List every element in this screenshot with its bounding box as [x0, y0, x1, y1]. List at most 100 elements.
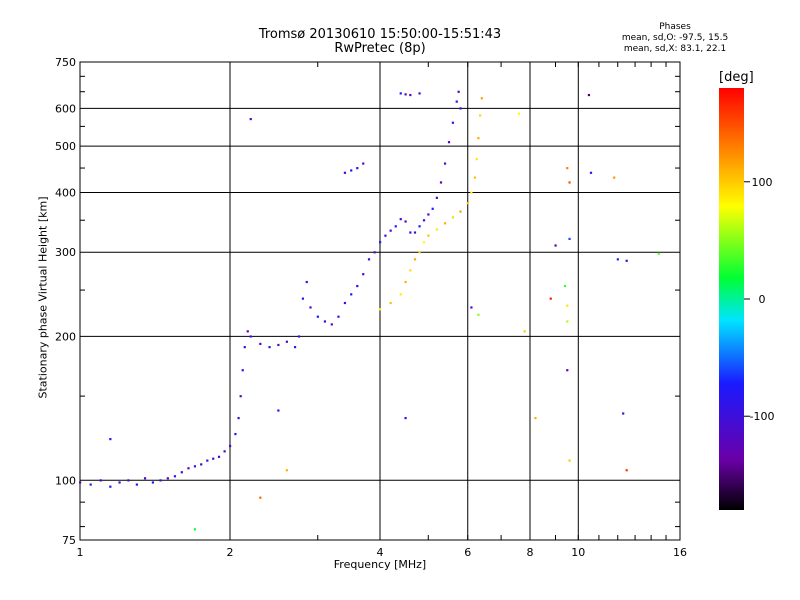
data-point-scattered: [566, 167, 569, 170]
data-point-o: [404, 93, 407, 96]
data-point-o: [277, 343, 280, 347]
data-point-o: [237, 416, 240, 420]
data-point-o: [431, 207, 434, 210]
data-point-o: [99, 479, 102, 482]
data-point-o: [384, 234, 387, 237]
data-point-scattered: [563, 284, 567, 288]
chart-title: Tromsø 20130610 15:50:00-15:51:43: [258, 27, 502, 42]
data-point-o: [206, 459, 209, 462]
data-point-o: [418, 92, 421, 95]
data-point-x: [473, 176, 477, 179]
data-point-x: [475, 158, 478, 161]
data-point-x: [435, 228, 438, 231]
colorbar-tick-label: -100: [750, 410, 775, 423]
y-tick-label: 300: [55, 246, 76, 259]
data-point-scattered: [566, 320, 569, 323]
data-point-o: [127, 479, 130, 482]
x-tick-label: 4: [377, 546, 384, 559]
data-point-x: [470, 191, 473, 194]
data-point-o: [404, 416, 407, 420]
data-point-o: [404, 220, 407, 223]
data-point-o: [223, 450, 226, 453]
data-point-o: [89, 483, 92, 486]
x-axis-label: Frequency [MHz]: [333, 558, 427, 571]
data-point-scattered: [534, 416, 537, 420]
data-point-o: [246, 330, 249, 333]
data-point-x: [443, 222, 447, 225]
data-point-x: [427, 234, 430, 237]
data-point-x: [379, 308, 382, 311]
data-point-o: [435, 196, 438, 199]
colorbar-label: [deg]: [719, 70, 754, 85]
data-point-o: [293, 346, 297, 349]
data-point-x: [451, 216, 455, 219]
data-point-o: [323, 320, 327, 323]
colorbar: [719, 88, 744, 510]
data-point-x: [404, 280, 407, 284]
data-point-o: [173, 475, 177, 478]
data-point-o: [459, 107, 462, 110]
data-point-x: [477, 137, 480, 140]
data-point-o: [243, 346, 246, 349]
data-point-o: [180, 471, 183, 474]
stats-title: Phases: [659, 22, 691, 32]
data-point-o: [193, 465, 197, 468]
data-point-o: [379, 241, 382, 244]
data-point-o: [367, 258, 371, 261]
data-point-o: [316, 315, 319, 318]
data-point-o: [297, 335, 301, 338]
data-points: [79, 90, 660, 531]
data-point-scattered: [517, 112, 521, 115]
data-point-scattered: [622, 412, 625, 415]
data-point-scattered: [613, 176, 616, 179]
data-point-scattered: [568, 237, 571, 241]
data-point-o: [457, 90, 460, 93]
data-point-scattered: [554, 244, 557, 247]
stats-x-mode: mean, sd,X: 83.1, 22.1: [623, 44, 727, 54]
data-point-o: [229, 444, 232, 448]
data-point-o: [373, 251, 376, 254]
data-point-scattered: [589, 171, 593, 174]
data-point-o: [135, 483, 138, 486]
grid: [80, 62, 680, 540]
y-tick-label: 500: [55, 140, 76, 153]
axes: 1 2 4 6 8 10 16 75 100 200 300 400 500 600 750: [55, 56, 687, 559]
data-point-o: [217, 455, 221, 458]
x-tick-label: 1: [77, 546, 84, 559]
data-point-o: [309, 306, 312, 309]
x-tick-label: 8: [527, 546, 534, 559]
data-point-o: [455, 100, 458, 103]
data-point-o: [268, 346, 271, 349]
y-tick-label: 100: [55, 474, 76, 487]
data-point-scattered: [657, 252, 660, 255]
data-point-o: [350, 169, 353, 172]
data-point-o: [301, 297, 305, 300]
data-point-o: [259, 342, 262, 345]
y-tick-label: 200: [55, 330, 76, 343]
x-tick-label: 10: [571, 546, 585, 559]
data-point-scattered: [568, 181, 571, 184]
data-point-o: [337, 315, 340, 318]
data-point-scattered: [259, 496, 262, 499]
data-point-o: [413, 231, 417, 234]
data-point-scattered: [616, 258, 619, 261]
data-point-x: [479, 114, 482, 117]
data-point-o: [422, 219, 426, 222]
data-point-x: [459, 210, 462, 213]
data-point-o: [418, 225, 421, 228]
data-point-o: [305, 280, 308, 284]
data-point-o: [409, 231, 412, 234]
x-tick-label: 2: [227, 546, 234, 559]
data-point-scattered: [625, 259, 628, 262]
colorbar-tick-label: 0: [759, 293, 766, 306]
data-point-o: [249, 335, 252, 338]
x-tick-label: 6: [464, 546, 471, 559]
data-point-o: [343, 171, 347, 174]
data-point-o: [356, 284, 359, 288]
data-point-scattered: [193, 528, 197, 531]
x-tick-label: 16: [673, 546, 687, 559]
data-point-o: [118, 481, 121, 484]
data-point-scattered: [568, 459, 571, 462]
data-point-o: [109, 485, 112, 488]
data-point-o: [241, 369, 244, 372]
